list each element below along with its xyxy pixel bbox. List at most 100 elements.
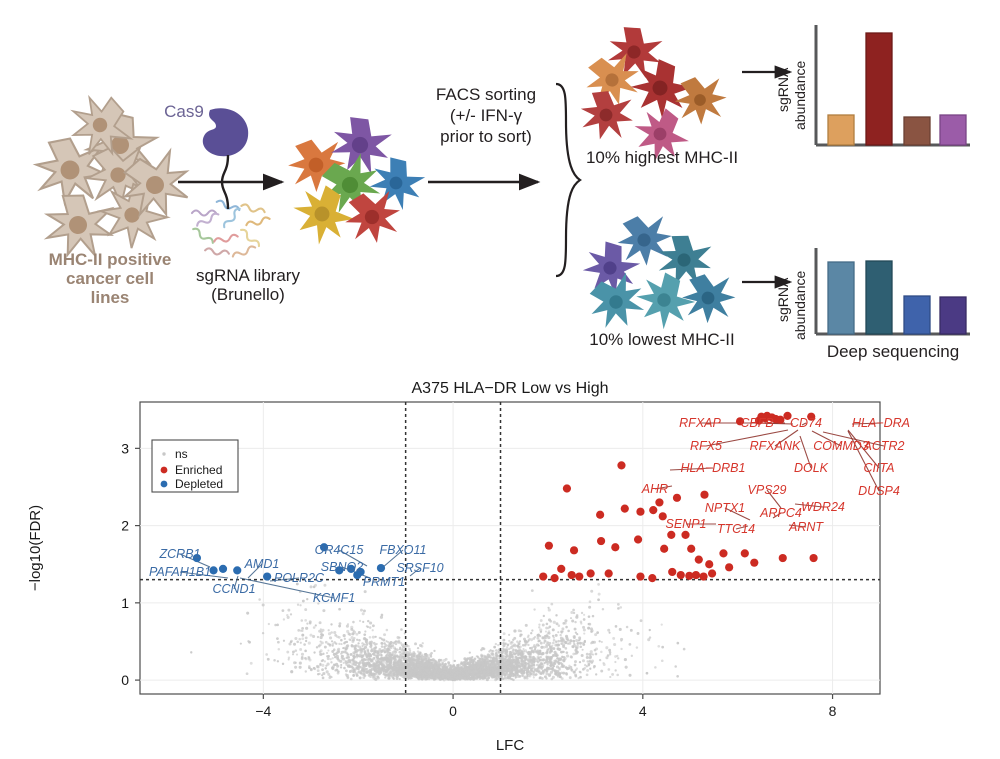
data-point xyxy=(562,484,572,493)
gene-label: RFXAP xyxy=(679,416,721,430)
plot-legend: ns Enriched Depleted xyxy=(151,439,239,493)
data-point xyxy=(750,558,759,567)
gene-label: PAFAH1B1 xyxy=(149,565,211,579)
volcano-plot-panel: RFXAP CBFB CD74 HLA−DRA RFX5 RFXANK COMMD3 ACTR… xyxy=(0,378,1000,759)
data-point xyxy=(319,543,329,552)
data-point xyxy=(233,566,242,575)
plot-title: A375 HLA−DR Low vs High xyxy=(412,380,609,397)
source-cell-cluster xyxy=(35,85,201,263)
gene-label: RFX5 xyxy=(690,439,722,453)
gene-leader-lines-layer xyxy=(179,422,885,599)
bar-low-ylabel-line1: sgRNA xyxy=(775,277,791,322)
sgrna-library-icon xyxy=(190,199,271,258)
gene-label: DOLK xyxy=(794,461,829,475)
significant-points-layer xyxy=(192,411,818,583)
gene-label: HLA−DRA xyxy=(852,416,910,430)
gene-label: SRSF10 xyxy=(396,561,443,575)
legend-marker-depleted xyxy=(160,480,168,488)
data-point xyxy=(719,549,728,558)
data-point xyxy=(672,493,682,502)
data-point xyxy=(539,572,548,581)
data-point xyxy=(335,566,344,575)
y-tick-label: 3 xyxy=(121,440,129,456)
sgrna-library-label-line2: (Brunello) xyxy=(211,285,285,304)
bar-low-4 xyxy=(939,296,967,335)
cas9-label: Cas9 xyxy=(164,102,204,121)
gene-label: KCMF1 xyxy=(313,591,355,605)
data-point xyxy=(694,555,703,564)
legend-label-ns: ns xyxy=(175,447,188,461)
bar-high-2 xyxy=(865,32,893,146)
axis-layer: −4 0 4 8 0 1 2 3 xyxy=(121,440,836,719)
data-point xyxy=(776,415,785,424)
low-mhc2-cell-cluster xyxy=(574,209,739,339)
data-point xyxy=(209,566,218,575)
gene-label: ARNT xyxy=(788,520,824,534)
gene-label: SENP1 xyxy=(666,517,707,531)
data-point xyxy=(569,546,579,555)
gene-label: ARPC4 xyxy=(759,506,802,520)
data-point xyxy=(586,569,595,578)
data-point xyxy=(676,570,685,580)
facs-label-line2: (+/- IFN-γ xyxy=(450,106,523,125)
data-point xyxy=(668,567,677,577)
legend-label-depleted: Depleted xyxy=(175,477,223,491)
data-point xyxy=(611,543,620,552)
source-cells-label-line1: MHC-II positive xyxy=(49,250,172,269)
gene-label: FBXO11 xyxy=(379,543,426,557)
cas9-protein-icon xyxy=(202,108,249,157)
gene-label: CCND1 xyxy=(212,582,255,596)
facs-label-line3: prior to sort) xyxy=(440,127,532,146)
transduced-cell-cluster xyxy=(282,110,431,255)
data-point xyxy=(783,411,792,420)
deep-sequencing-label: Deep sequencing xyxy=(827,342,959,361)
gene-label: SBNO2 xyxy=(321,560,363,574)
high-mhc2-cell-cluster xyxy=(577,21,731,171)
data-point xyxy=(735,417,745,426)
gene-label: NPTX1 xyxy=(705,501,745,515)
source-cells-label-line3: lines xyxy=(91,288,130,307)
gene-label: AMD1 xyxy=(244,557,280,571)
data-point xyxy=(699,572,708,581)
data-point xyxy=(754,416,764,425)
gene-labels-layer: RFXAP CBFB CD74 HLA−DRA RFX5 RFXANK COMMD3ACTR… xyxy=(149,416,910,605)
gene-label: CD74 xyxy=(790,416,822,430)
bar-high-4 xyxy=(939,114,967,146)
bar-low-ylabel-line2: abundance xyxy=(792,270,808,340)
gene-label: OR4C15 xyxy=(315,543,364,557)
data-point xyxy=(655,498,664,507)
data-point xyxy=(725,563,734,572)
data-point xyxy=(761,414,770,423)
gene-label: COMMD3 xyxy=(813,439,869,453)
data-point xyxy=(705,560,714,569)
threshold-lines-layer xyxy=(140,402,880,694)
bar-high-ylabel-line2: abundance xyxy=(792,60,808,130)
data-point xyxy=(544,541,554,550)
bar-low-1 xyxy=(827,261,855,335)
gene-label: HLA−DRB1 xyxy=(681,461,746,475)
data-point xyxy=(660,544,669,553)
gene-label: PRMT1 xyxy=(363,575,405,589)
bar-high-1 xyxy=(827,114,855,146)
data-point xyxy=(636,507,645,516)
data-point xyxy=(636,572,645,581)
data-point xyxy=(346,564,356,573)
data-point xyxy=(192,553,202,563)
data-point xyxy=(550,574,559,583)
facs-label-line1: FACS sorting xyxy=(436,85,536,104)
y-tick-label: 1 xyxy=(121,595,129,611)
highest-mhc2-label: 10% highest MHC-II xyxy=(586,148,738,167)
data-point xyxy=(778,553,787,563)
data-point xyxy=(356,567,365,577)
gene-label: WDR24 xyxy=(801,500,845,514)
data-point xyxy=(648,574,657,583)
y-tick-label: 2 xyxy=(121,518,129,534)
x-tick-label: 0 xyxy=(449,703,457,719)
data-point xyxy=(649,506,658,515)
data-point xyxy=(567,570,576,580)
data-point xyxy=(809,553,818,563)
data-point xyxy=(617,461,626,470)
ns-points-layer xyxy=(190,582,686,682)
bar-high-3 xyxy=(903,116,931,146)
grid-layer xyxy=(140,402,880,694)
